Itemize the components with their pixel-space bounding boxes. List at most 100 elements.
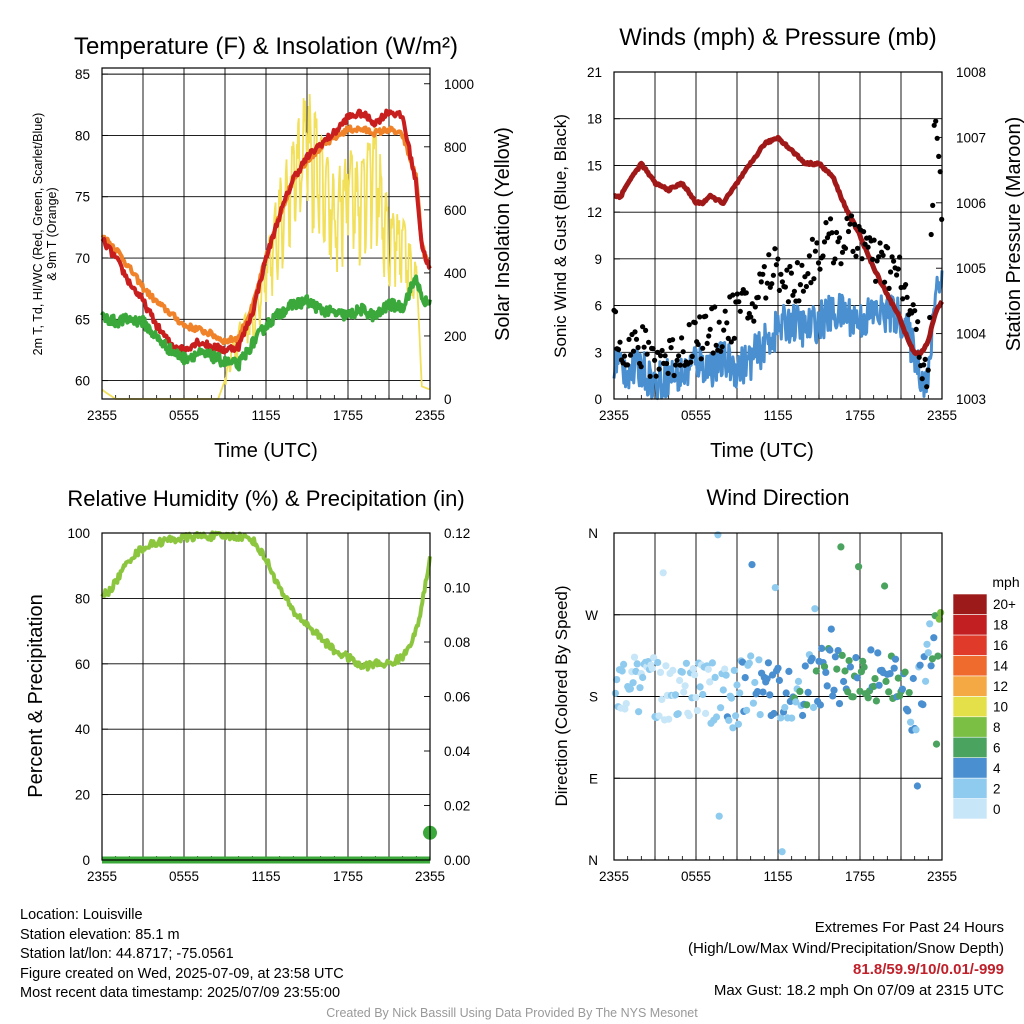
direction-point [676, 676, 684, 685]
direction-point [699, 690, 707, 699]
direction-point [804, 688, 812, 697]
gust-point [758, 279, 764, 285]
direction-point [826, 646, 834, 654]
gust-point [931, 122, 937, 128]
direction-point [693, 707, 702, 715]
direction-point [632, 667, 640, 676]
direction-point [909, 674, 917, 683]
gust-point [710, 350, 716, 356]
direction-point [841, 667, 849, 675]
gust-point [922, 356, 928, 362]
x-tick-label: 1755 [845, 869, 875, 884]
y2-tick-label: 1008 [956, 65, 986, 80]
y-tick-label: 80 [75, 128, 90, 143]
gust-point [823, 220, 829, 226]
direction-point [691, 671, 699, 679]
extremes-values: 81.8/59.9/10/0.01/-999 [853, 961, 1004, 978]
gust-point [713, 342, 719, 348]
direction-point [856, 687, 864, 695]
direction-point [635, 708, 643, 716]
series-2m-temperature [100, 108, 432, 355]
humidity-grid [102, 532, 430, 861]
colorbar-title: mph [992, 574, 1019, 590]
gust-point [877, 240, 883, 246]
gust-point [933, 118, 939, 124]
direction-point [928, 655, 937, 663]
direction-point [827, 625, 835, 633]
direction-point [655, 712, 663, 720]
x-tick-label: 1155 [251, 869, 280, 884]
direction-point [764, 659, 773, 667]
direction-point [855, 563, 863, 571]
gust-point [915, 319, 921, 325]
humidity-x-ticks: 2355 0555 1155 1755 2355 [87, 869, 445, 884]
gust-point [847, 221, 853, 227]
direction-point [770, 709, 778, 718]
gust-point [821, 239, 828, 245]
direction-point [738, 658, 747, 666]
direction-point [618, 667, 626, 675]
y-tick-label: 9 [594, 252, 602, 267]
colorbar-label: 12 [993, 679, 1008, 694]
gust-point [632, 329, 638, 335]
direction-point [919, 701, 927, 709]
recent-timestamp: Most recent data timestamp: 2025/07/09 2… [20, 985, 341, 1001]
gust-point [934, 135, 940, 141]
gust-point [806, 253, 813, 259]
y-tick-label: 70 [75, 251, 90, 266]
extremes-info: Extremes For Past 24 Hours (High/Low/Max… [688, 917, 1004, 1001]
direction-point [745, 659, 753, 667]
series-dewpoint [100, 274, 432, 372]
direction-point [756, 711, 764, 719]
direction-point [870, 682, 878, 691]
winds-y-ticks: 0 3 6 9 12 15 18 21 [587, 65, 602, 407]
gust-point [638, 364, 644, 370]
gust-point [662, 353, 668, 359]
gust-point [859, 256, 865, 262]
direction-point [803, 701, 811, 709]
x-tick-label: 0555 [681, 408, 711, 423]
gust-point [916, 354, 922, 360]
gust-point [779, 279, 786, 285]
direction-point [629, 679, 637, 687]
direction-point [898, 685, 907, 693]
gust-point [724, 320, 730, 326]
gust-point [627, 352, 634, 358]
wind-direction-y-ticks: N E S W N [585, 526, 598, 868]
gust-point [761, 264, 767, 270]
direction-point [730, 666, 738, 675]
direction-point [901, 668, 909, 676]
direction-point [932, 740, 941, 748]
x-tick-label: 1755 [845, 408, 875, 423]
gust-point [697, 314, 703, 320]
gust-point [799, 262, 805, 268]
direction-point [749, 699, 758, 707]
direction-point [927, 662, 935, 670]
colorbar-label: 2 [993, 781, 1001, 796]
direction-point [648, 664, 656, 673]
gust-point [897, 254, 903, 260]
gust-point [679, 335, 685, 341]
gust-point [763, 295, 769, 301]
station-elevation: Station elevation: 85.1 m [20, 926, 180, 943]
gust-point [797, 282, 804, 288]
gust-point [730, 292, 736, 298]
x-tick-label: 0555 [681, 869, 711, 884]
colorbar-swatch [952, 614, 988, 636]
winds-y-label: Sonic Wind & Gust (Blue, Black) [551, 114, 570, 358]
direction-point [904, 707, 912, 715]
gust-point [656, 366, 662, 372]
gust-point [716, 319, 722, 325]
gust-point [848, 213, 855, 219]
direction-point [725, 716, 733, 724]
temperature-plot-frame [101, 67, 431, 400]
pressure-y-label: Station Pressure (Maroon) [1003, 117, 1024, 352]
direction-point [771, 584, 779, 592]
direction-point [736, 689, 744, 697]
insolation-y-label: Solar Insolation (Yellow) [492, 127, 514, 341]
y-tick-label: 75 [75, 190, 90, 205]
direction-point [662, 662, 670, 670]
y-tick-label: 20 [75, 788, 90, 803]
gust-point [873, 278, 879, 284]
direction-point [681, 682, 689, 690]
